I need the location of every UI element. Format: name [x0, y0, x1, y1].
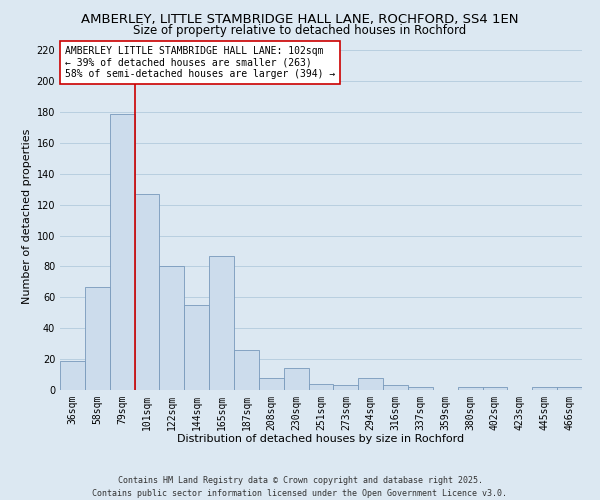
Bar [532, 387, 557, 390]
Bar [408, 387, 433, 390]
Bar [358, 378, 383, 390]
Text: AMBERLEY, LITTLE STAMBRIDGE HALL LANE, ROCHFORD, SS4 1EN: AMBERLEY, LITTLE STAMBRIDGE HALL LANE, R… [81, 12, 519, 26]
X-axis label: Distribution of detached houses by size in Rochford: Distribution of detached houses by size … [178, 434, 464, 444]
Bar [458, 387, 482, 390]
Bar [383, 386, 408, 390]
Bar [160, 266, 184, 390]
Bar [60, 360, 85, 390]
Bar [234, 350, 259, 390]
Bar [110, 114, 134, 390]
Text: Contains HM Land Registry data © Crown copyright and database right 2025.
Contai: Contains HM Land Registry data © Crown c… [92, 476, 508, 498]
Bar [557, 387, 582, 390]
Bar [209, 256, 234, 390]
Y-axis label: Number of detached properties: Number of detached properties [22, 128, 32, 304]
Bar [482, 387, 508, 390]
Bar [184, 305, 209, 390]
Bar [259, 378, 284, 390]
Text: AMBERLEY LITTLE STAMBRIDGE HALL LANE: 102sqm
← 39% of detached houses are smalle: AMBERLEY LITTLE STAMBRIDGE HALL LANE: 10… [65, 46, 335, 79]
Bar [308, 384, 334, 390]
Bar [334, 386, 358, 390]
Bar [85, 286, 110, 390]
Text: Size of property relative to detached houses in Rochford: Size of property relative to detached ho… [133, 24, 467, 37]
Bar [134, 194, 160, 390]
Bar [284, 368, 308, 390]
